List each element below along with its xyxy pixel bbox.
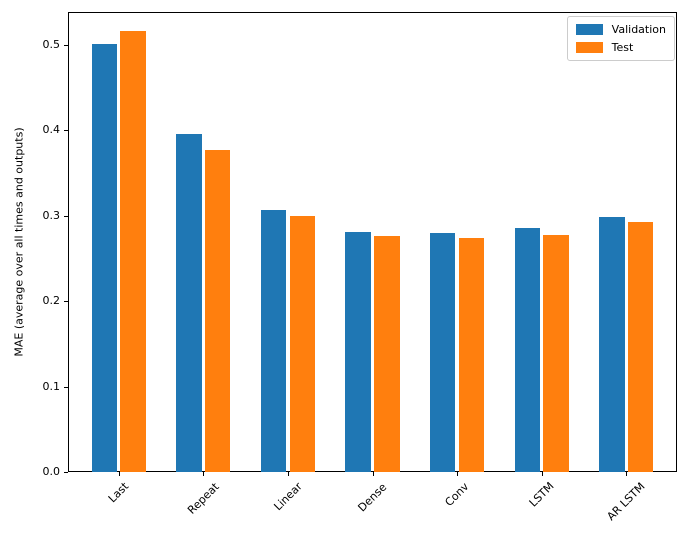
bar-test-last xyxy=(120,30,146,472)
bar-validation-conv xyxy=(430,232,456,472)
x-tick-mark xyxy=(287,472,289,476)
y-tick-mark xyxy=(64,472,68,473)
x-tick-label-repeat: Repeat xyxy=(184,480,222,517)
bar-test-dense xyxy=(374,236,400,472)
bar-test-linear xyxy=(289,216,315,472)
plot-area xyxy=(68,12,677,472)
legend-label: Test xyxy=(611,41,634,54)
x-tick-label-linear: Linear xyxy=(271,479,305,514)
y-tick-mark xyxy=(64,130,68,131)
y-tick-label: 0.3 xyxy=(42,208,61,222)
x-tick-mark xyxy=(203,472,205,476)
y-tick-label: 0.0 xyxy=(42,465,61,478)
x-tick-mark xyxy=(626,472,628,476)
x-tick-mark xyxy=(541,472,543,476)
bar-validation-last xyxy=(91,43,118,472)
y-tick-label: 0.5 xyxy=(42,37,61,51)
x-tick-label-conv: Conv xyxy=(442,480,472,509)
bar-test-conv xyxy=(458,237,485,472)
y-axis-label: MAE (average over all times and outputs) xyxy=(12,127,26,357)
bar-validation-repeat xyxy=(176,134,202,472)
y-tick-mark xyxy=(64,386,68,388)
legend: Validation Test xyxy=(566,16,675,61)
x-tick-label-last: Last xyxy=(106,479,132,506)
x-tick-label-lstm: LSTM xyxy=(526,479,557,510)
legend-swatch-validation xyxy=(575,24,603,35)
x-tick-mark xyxy=(118,472,120,476)
bar-validation-lstm xyxy=(514,227,540,472)
y-tick-label: 0.1 xyxy=(42,379,61,393)
y-tick-mark xyxy=(64,215,68,217)
x-tick-label-ar-lstm: AR LSTM xyxy=(604,480,648,524)
x-tick-mark xyxy=(372,472,374,476)
y-tick-mark xyxy=(64,301,68,302)
bar-test-repeat xyxy=(205,149,231,472)
bar-test-lstm xyxy=(543,235,569,472)
y-tick-mark xyxy=(64,44,68,46)
bar-validation-dense xyxy=(345,231,371,472)
bar-validation-linear xyxy=(260,210,287,472)
x-tick-mark xyxy=(457,472,459,476)
y-tick-label: 0.2 xyxy=(42,294,61,307)
legend-item-test: Test xyxy=(575,41,666,54)
y-tick-label: 0.4 xyxy=(42,123,61,136)
bar-validation-ar-lstm xyxy=(599,217,625,472)
x-tick-label-dense: Dense xyxy=(355,480,390,514)
legend-swatch-test xyxy=(575,42,603,53)
legend-label: Validation xyxy=(611,23,666,36)
legend-item-validation: Validation xyxy=(575,23,666,36)
bar-test-ar-lstm xyxy=(627,222,654,472)
